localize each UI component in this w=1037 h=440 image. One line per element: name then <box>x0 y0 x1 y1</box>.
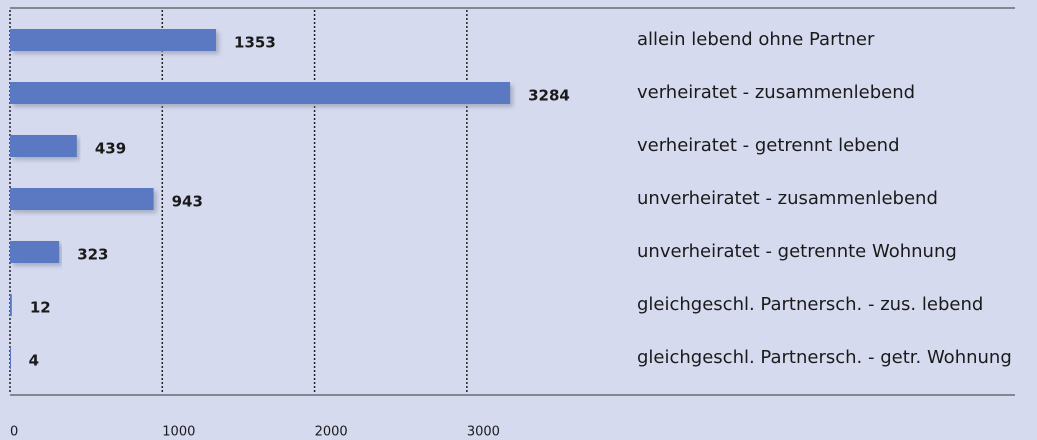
value-label: 12 <box>30 299 51 317</box>
category-label: gleichgeschl. Partnersch. - zus. lebend <box>637 294 983 315</box>
x-tick-label: 3000 <box>467 425 500 440</box>
category-label: unverheiratet - getrennte Wohnung <box>637 241 957 262</box>
category-label: verheiratet - getrennt lebend <box>637 135 900 156</box>
bar <box>10 347 11 369</box>
value-label: 1353 <box>234 34 276 52</box>
bar <box>10 241 60 263</box>
x-tick-label: 1000 <box>162 425 195 440</box>
category-label: verheiratet - zusammenlebend <box>637 82 915 103</box>
bar <box>10 135 77 157</box>
bar <box>10 82 511 104</box>
value-label: 943 <box>172 193 203 211</box>
value-label: 323 <box>77 246 108 264</box>
category-label: allein lebend ohne Partner <box>637 29 875 50</box>
bar <box>10 188 154 210</box>
category-label: unverheiratet - zusammenlebend <box>637 188 938 209</box>
bar <box>10 294 12 316</box>
value-label: 439 <box>95 140 126 158</box>
value-label: 4 <box>29 352 39 370</box>
bar <box>10 29 217 51</box>
x-tick-label: 0 <box>10 425 18 440</box>
value-label: 3284 <box>528 87 570 105</box>
category-label: gleichgeschl. Partnersch. - getr. Wohnun… <box>637 347 1012 368</box>
x-tick-label: 2000 <box>315 425 348 440</box>
